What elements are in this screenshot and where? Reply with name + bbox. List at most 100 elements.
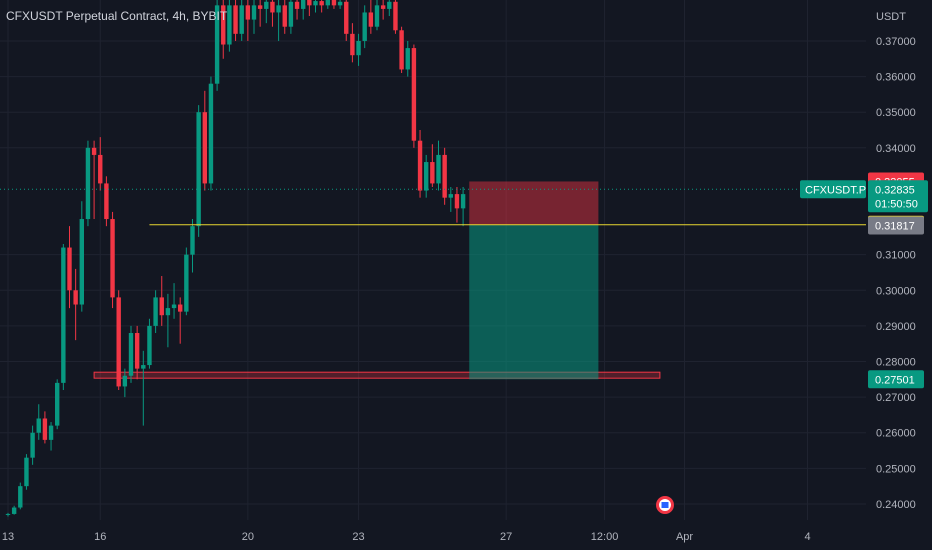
x-tick-label: 20	[242, 531, 254, 543]
candle-body	[91, 147, 97, 155]
x-tick-label: 4	[804, 531, 810, 543]
candle-body	[294, 1, 300, 9]
x-tick-label: 12:00	[591, 531, 619, 543]
candle-body	[337, 1, 343, 6]
price-axis[interactable]: USDT 0.37000 0.36000 0.35000 0.34000 0.31000…	[876, 11, 916, 511]
candle-body	[98, 154, 103, 184]
y-tick-label: 0.35000	[876, 107, 916, 119]
flag-icon[interactable]	[656, 496, 674, 514]
countdown-label: 01:50:50	[875, 198, 918, 210]
candle-body	[190, 226, 195, 255]
candle-body	[165, 308, 171, 316]
candle-body	[153, 297, 158, 326]
candle-body	[405, 48, 410, 70]
price-badge	[868, 216, 924, 235]
candle-body	[251, 5, 257, 20]
candle-body	[454, 194, 460, 209]
candle-body	[128, 333, 134, 376]
symbol-badge	[800, 180, 866, 199]
candle-body	[282, 5, 287, 27]
candle-body	[214, 5, 220, 84]
candle-body	[399, 30, 404, 70]
candle-body	[178, 304, 183, 312]
candle-body	[42, 418, 48, 440]
candle-body	[307, 0, 312, 6]
take-profit-area	[469, 224, 599, 380]
candle-body	[110, 219, 115, 298]
x-tick-label: 16	[94, 531, 106, 543]
candle-body	[411, 48, 417, 141]
candle-body	[61, 247, 66, 383]
x-tick-label: Apr	[676, 531, 693, 543]
y-tick-label: 0.29000	[876, 321, 916, 333]
candle-body	[245, 5, 251, 20]
candle-body	[73, 290, 78, 305]
x-tick-label: 13	[2, 531, 14, 543]
candle-body	[30, 432, 35, 458]
candle-body	[368, 12, 374, 27]
candle-body	[147, 325, 152, 366]
chart-title: CFXUSDT Perpetual Contract, 4h, BYBIT	[6, 9, 228, 23]
y-tick-label: 0.28000	[876, 357, 916, 369]
candle-body	[159, 297, 164, 316]
current-price-badge	[868, 180, 928, 213]
candle-body	[134, 333, 140, 369]
candle-body	[331, 0, 337, 6]
candle-body	[184, 254, 189, 312]
short-position-tool[interactable]	[469, 181, 599, 380]
candle-body	[208, 83, 214, 184]
y-tick-label: 0.26000	[876, 428, 916, 440]
candle-body	[24, 457, 29, 487]
x-tick-label: 27	[500, 531, 512, 543]
candle-body	[79, 219, 84, 305]
candle-body	[460, 194, 466, 209]
candle-body	[196, 112, 201, 227]
candles	[5, 0, 466, 517]
candle-body	[319, 1, 324, 6]
price-badge	[868, 370, 924, 389]
y-tick-label: 0.34000	[876, 143, 916, 155]
price-badges: 0.330550.318390.318170.275010.3283501:50…	[800, 172, 928, 389]
candle-body	[257, 5, 263, 9]
candle-body	[350, 33, 355, 56]
candle-body	[430, 162, 435, 184]
y-tick-label: 0.24000	[876, 499, 916, 511]
candle-body	[417, 140, 423, 191]
x-tick-label: 23	[352, 531, 364, 543]
y-tick-label: 0.31000	[876, 250, 916, 262]
y-tick-label: 0.37000	[876, 36, 916, 48]
candle-body	[288, 1, 294, 27]
grid	[0, 0, 866, 520]
currency-label: USDT	[876, 11, 906, 23]
candle-body	[48, 425, 54, 440]
candle-body	[221, 5, 226, 45]
candle-body	[374, 5, 380, 27]
candle-body	[116, 297, 121, 387]
candle-body	[436, 154, 441, 184]
candle-body	[393, 1, 398, 31]
candle-body	[239, 5, 244, 34]
candle-body	[344, 1, 349, 34]
candle-body	[18, 486, 23, 508]
support-zone	[93, 371, 661, 379]
candle-body	[202, 112, 207, 184]
current-price-label: 0.32835	[875, 184, 915, 196]
candle-body	[11, 507, 17, 514]
candle-body	[387, 1, 392, 9]
y-tick-label: 0.25000	[876, 463, 916, 475]
candle-body	[264, 1, 269, 9]
candle-body	[55, 382, 60, 426]
candle-body	[104, 183, 109, 220]
stop-loss-area	[469, 181, 599, 225]
candle-body	[85, 147, 91, 220]
candle-body	[380, 5, 386, 9]
candle-body	[301, 0, 306, 9]
candle-body	[36, 418, 41, 433]
candle-body	[362, 12, 367, 41]
candle-body	[67, 247, 72, 291]
candle-body	[276, 5, 281, 13]
symbol-label: CFXUSDT.P	[805, 184, 866, 196]
time-axis[interactable]: 13 16 20 23 27 12:00 Apr 4	[2, 531, 811, 543]
candle-body	[122, 375, 128, 387]
